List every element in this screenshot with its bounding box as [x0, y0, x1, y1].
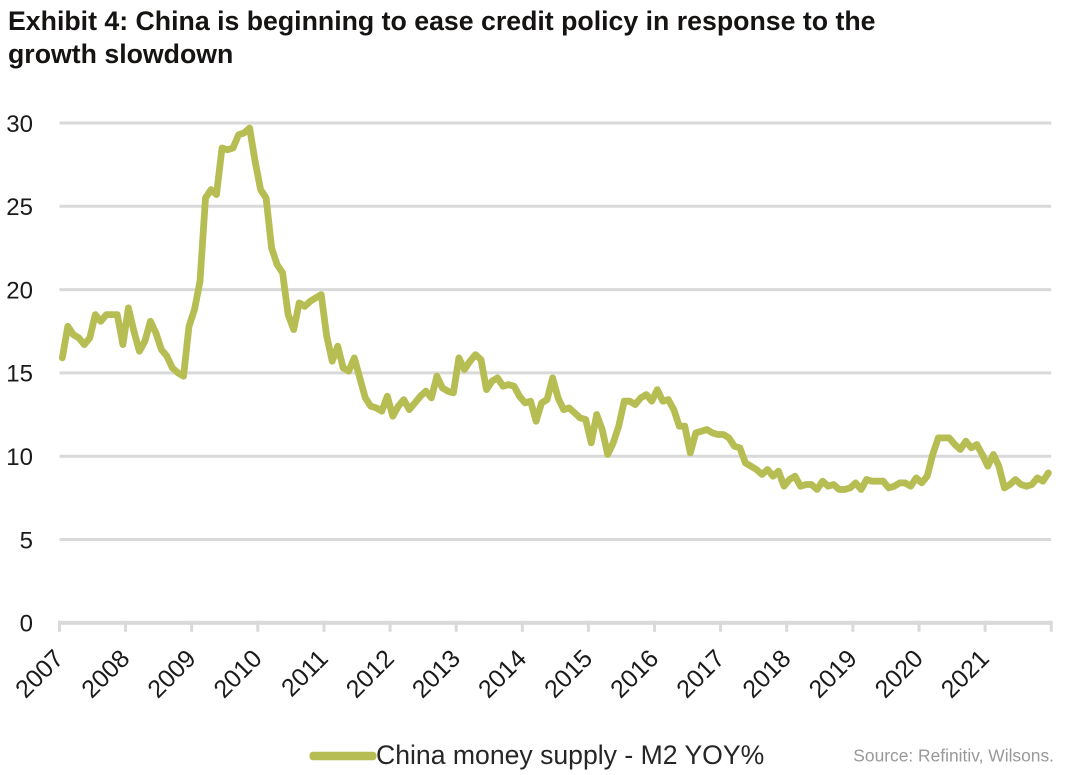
svg-text:2008: 2008	[76, 644, 135, 703]
svg-text:25: 25	[6, 194, 33, 221]
svg-text:2009: 2009	[142, 644, 201, 703]
svg-text:Source: Refinitiv, Wilsons.: Source: Refinitiv, Wilsons.	[853, 746, 1054, 766]
svg-text:2012: 2012	[341, 644, 400, 703]
svg-text:2021: 2021	[936, 644, 995, 703]
svg-text:2014: 2014	[473, 644, 532, 703]
svg-text:2016: 2016	[605, 644, 664, 703]
svg-text:2010: 2010	[208, 644, 267, 703]
svg-text:2013: 2013	[407, 644, 466, 703]
svg-text:2011: 2011	[276, 644, 334, 702]
svg-text:15: 15	[6, 361, 33, 388]
svg-text:0: 0	[20, 611, 33, 638]
svg-text:20: 20	[6, 277, 33, 304]
svg-text:2017: 2017	[671, 644, 730, 703]
svg-text:2019: 2019	[804, 644, 863, 703]
svg-text:2015: 2015	[539, 644, 598, 703]
svg-text:China money supply - M2 YOY%: China money supply - M2 YOY%	[376, 740, 764, 770]
svg-text:2020: 2020	[870, 644, 929, 703]
svg-text:2018: 2018	[737, 644, 796, 703]
svg-text:30: 30	[6, 111, 33, 138]
svg-text:10: 10	[6, 444, 33, 471]
svg-text:5: 5	[20, 527, 33, 554]
svg-text:2007: 2007	[10, 644, 69, 703]
